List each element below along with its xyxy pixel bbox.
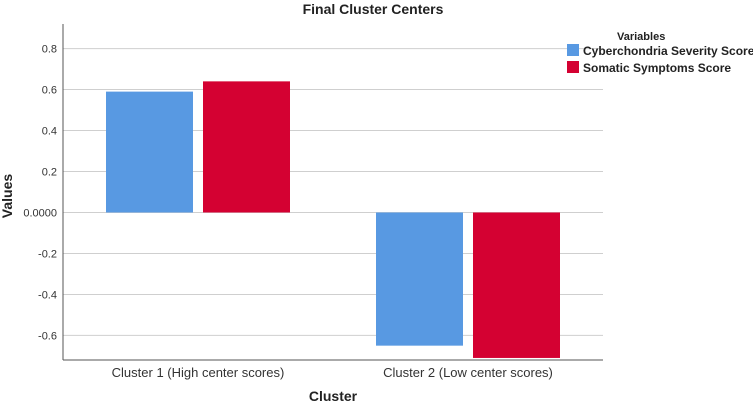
y-tick-label: 0.2 bbox=[42, 167, 57, 179]
bar-cyberchondria bbox=[106, 91, 193, 213]
x-axis-title: Cluster bbox=[309, 388, 358, 404]
legend-swatch bbox=[567, 44, 579, 56]
y-tick-label: 0.0000 bbox=[23, 207, 57, 219]
legend-title: Variables bbox=[617, 31, 665, 43]
bar-somatic bbox=[203, 81, 290, 213]
y-tick-label: -0.6 bbox=[38, 330, 57, 342]
chart-title: Final Cluster Centers bbox=[303, 1, 444, 17]
y-tick-label: -0.4 bbox=[38, 289, 57, 301]
bar-somatic bbox=[473, 212, 560, 358]
legend-swatch bbox=[567, 61, 579, 73]
y-tick-label: 0.8 bbox=[42, 44, 57, 56]
y-tick-labels: 0.8 0.6 0.4 0.2 0.0000 -0.2 -0.4 -0.6 bbox=[23, 44, 57, 343]
x-tick-label: Cluster 2 (Low center scores) bbox=[383, 365, 553, 380]
legend-entry: Somatic Symptoms Score bbox=[583, 61, 731, 75]
legend: Variables Cyberchondria Severity Score So… bbox=[567, 31, 753, 75]
y-tick-label: 0.4 bbox=[42, 126, 57, 138]
y-tick-label: 0.6 bbox=[42, 85, 57, 97]
y-tick-label: -0.2 bbox=[38, 248, 57, 260]
bars bbox=[106, 81, 560, 358]
x-tick-labels: Cluster 1 (High center scores) Cluster 2 … bbox=[112, 365, 553, 380]
x-tick-label: Cluster 1 (High center scores) bbox=[112, 365, 285, 380]
bar-cyberchondria bbox=[376, 212, 463, 346]
legend-entry: Cyberchondria Severity Score bbox=[583, 44, 753, 58]
y-axis-title: Values bbox=[0, 174, 15, 219]
